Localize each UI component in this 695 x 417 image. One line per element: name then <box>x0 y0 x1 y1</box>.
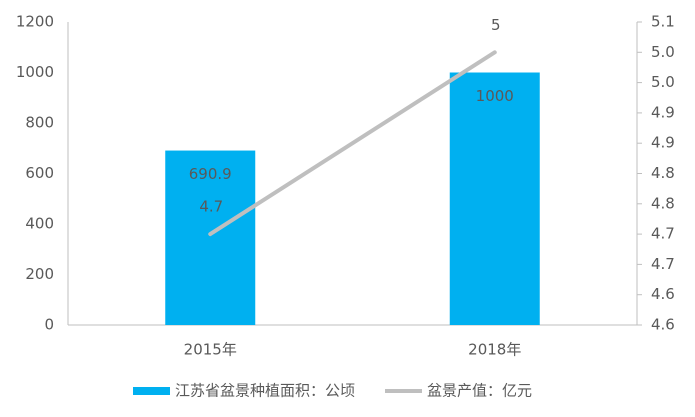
y-tick-label: 200 <box>25 265 54 283</box>
line-value-label: 4.7 <box>199 198 223 216</box>
x-tick-label: 2015年 <box>184 341 237 359</box>
legend-label: 江苏省盆景种植面积：公顷 <box>175 382 355 400</box>
y-tick-label: 1200 <box>16 13 54 31</box>
line-value-label: 5 <box>491 16 501 34</box>
y2-tick-label: 4.8 <box>651 164 675 182</box>
bar <box>165 150 256 325</box>
bar <box>449 72 540 325</box>
legend-label: 盆景产值：亿元 <box>427 382 532 400</box>
y2-tick-label: 5.0 <box>651 43 675 61</box>
y-tick-label: 0 <box>44 316 54 334</box>
y2-tick-label: 4.7 <box>651 255 675 273</box>
y2-tick-label: 4.9 <box>651 134 675 152</box>
line <box>208 50 497 237</box>
y-tick-label: 400 <box>25 215 54 233</box>
y2-tick-label: 5.1 <box>651 13 675 31</box>
bar-value-label: 1000 <box>476 87 514 105</box>
y-tick-label: 600 <box>25 164 54 182</box>
y2-tick-label: 4.8 <box>651 194 675 212</box>
y2-tick-label: 4.9 <box>651 103 675 121</box>
bar-value-label: 690.9 <box>189 165 232 183</box>
y2-tick-label: 4.7 <box>651 225 675 243</box>
y2-tick-label: 5.0 <box>651 73 675 91</box>
y2-tick-label: 4.6 <box>651 316 675 334</box>
legend-swatch <box>133 387 170 395</box>
y2-tick-label: 4.6 <box>651 285 675 303</box>
y-tick-label: 800 <box>25 114 54 132</box>
y-tick-label: 1000 <box>16 63 54 81</box>
x-tick-label: 2018年 <box>468 341 521 359</box>
